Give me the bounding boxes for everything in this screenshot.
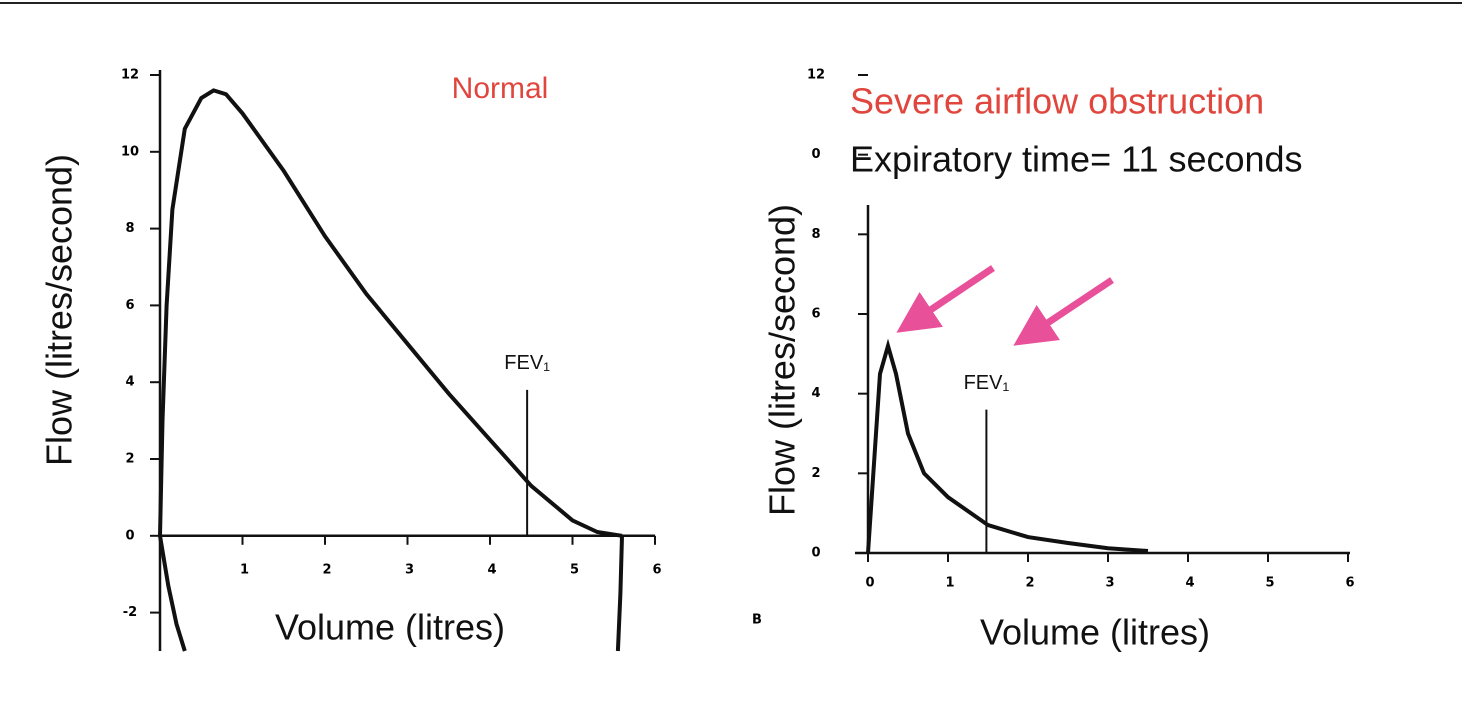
y-tick-label: 2 [125,452,134,467]
y-tick-label: 6 [811,307,820,322]
x-axis-label: Volume (litres) [980,612,1210,653]
arrow [1013,277,1114,346]
x-axis-label: Volume (litres) [275,607,505,648]
x-tick-label: 4 [487,562,496,577]
flow-curve [158,88,623,538]
x-tick-label: 6 [1345,576,1354,591]
x-tick-label: 3 [405,562,414,577]
flow-curve [158,535,187,652]
y-tick-label: 12 [121,68,139,83]
x-tick-label: 0 [865,576,874,591]
y-axis-label: Flow (litres/second) [762,204,803,516]
x-tick-label: 2 [1025,576,1034,591]
y-tick-label: 0 [125,528,134,543]
y-tick-label: 4 [811,386,820,401]
x-tick-label: 5 [570,562,579,577]
y-tick-label: 4 [125,375,134,390]
y-tick-label: 12 [807,68,825,83]
y-tick-label: 0 [811,147,820,162]
chart-title: Severe airflow obstruction [850,81,1264,122]
arrow [896,265,995,333]
fev1-label: FEV₁ [964,372,1010,394]
y-axis-label: Flow (litres/second) [39,154,80,466]
x-tick-label: 4 [1185,576,1194,591]
y-tick-label: 10 [121,144,139,159]
x-tick-label: 6 [652,562,661,577]
x-tick-label: 2 [322,562,331,577]
y-tick-label: -2 [123,605,137,620]
y-tick-label: 8 [125,221,134,236]
panel-label: B [752,613,762,628]
chart-title: Normal [452,72,549,105]
y-tick-label: 2 [811,466,820,481]
x-tick-label: 5 [1265,576,1274,591]
x-tick-label: 1 [240,562,249,577]
y-tick-label: 6 [125,298,134,313]
x-tick-label: 1 [945,576,954,591]
chart-subtitle: Expiratory time= 11 seconds [850,139,1303,180]
fev1-label: FEV₁ [504,352,550,374]
x-tick-label: 3 [1105,576,1114,591]
y-tick-label: 0 [811,546,820,561]
y-tick-label: 8 [811,227,820,242]
flow-curve [615,535,624,652]
flow-curve [866,338,1149,554]
